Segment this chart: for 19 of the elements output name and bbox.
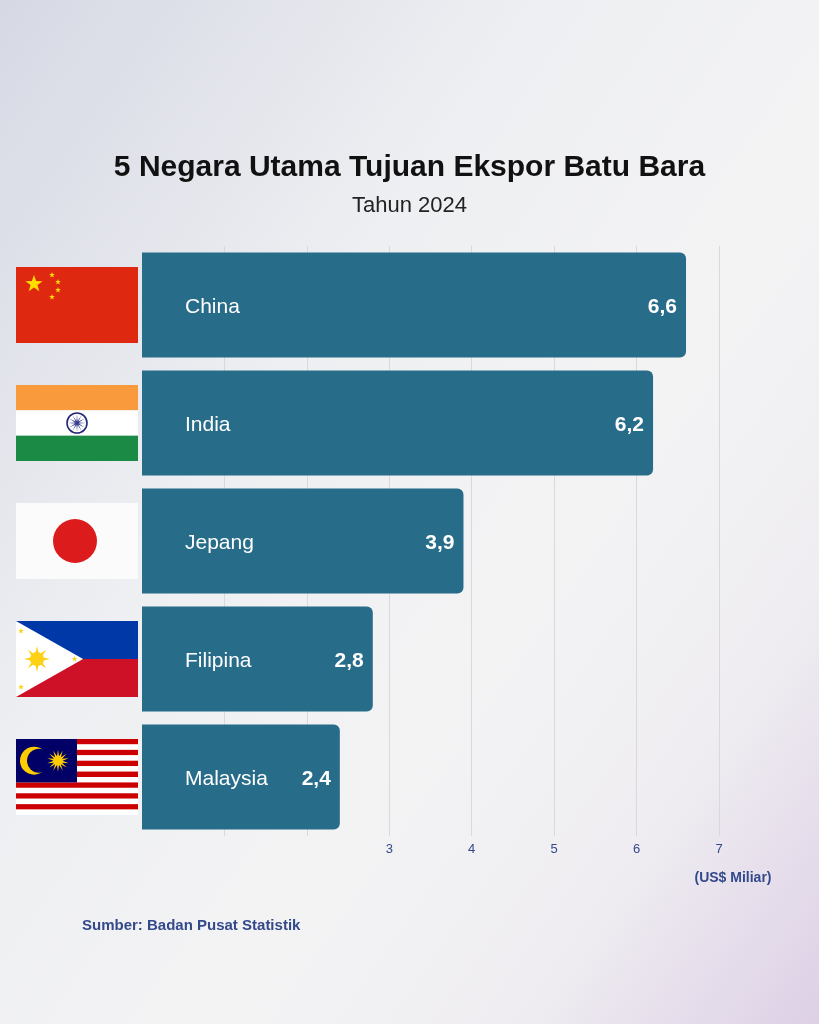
y-tick-label: Filipina — [185, 647, 252, 671]
x-tick-label: 4 — [468, 841, 476, 856]
x-tick-label: 6 — [632, 841, 641, 856]
y-tick-label: China — [185, 293, 241, 317]
data-label: 6,6 — [647, 293, 678, 317]
chart-subtitle: Tahun 2024 — [352, 191, 467, 217]
data-label: 3,9 — [425, 529, 455, 553]
x-tick-label: 5 — [550, 841, 558, 856]
x-tick-label: 7 — [715, 841, 723, 856]
chart-title: 5 Negara Utama Tujuan Ekspor Batu Bara — [113, 148, 706, 182]
y-tick-label: Jepang — [185, 529, 254, 553]
data-label: 2,4 — [301, 765, 332, 789]
data-label: 6,2 — [614, 411, 645, 435]
y-tick-label: Malaysia — [185, 765, 269, 789]
data-label: 2,8 — [334, 647, 365, 671]
x-axis-title: (US$ Miliar) — [694, 869, 772, 885]
text: Sumber: Badan Pusat Statistik — [82, 916, 302, 933]
y-tick-label: India — [185, 411, 231, 435]
x-tick-label: 3 — [385, 841, 393, 856]
